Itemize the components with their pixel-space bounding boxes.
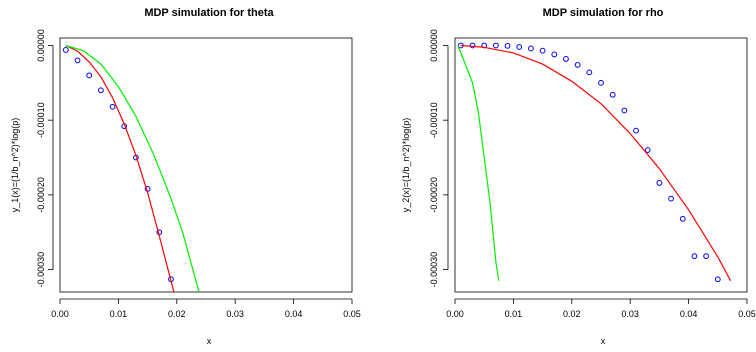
x-tick-label: 0.04 bbox=[680, 309, 698, 319]
data-point bbox=[656, 180, 663, 186]
series-line-3 bbox=[457, 45, 500, 281]
data-point bbox=[703, 253, 710, 260]
x-axis-label: x bbox=[207, 336, 212, 346]
data-point bbox=[644, 147, 651, 153]
data-point bbox=[551, 51, 558, 58]
x-tick-label: 0.01 bbox=[110, 309, 128, 319]
y-tick-label: -0.00020 bbox=[429, 177, 439, 213]
y-axis-label: y_2(x)=(1/b_n^2)*log(p) bbox=[401, 118, 411, 213]
data-point bbox=[469, 42, 476, 49]
series-line-2 bbox=[65, 44, 175, 292]
data-point bbox=[109, 103, 116, 110]
data-point bbox=[668, 195, 674, 202]
x-tick-label: 0.02 bbox=[563, 309, 581, 319]
chart-title: MDP simulation for theta bbox=[144, 7, 274, 19]
x-tick-label: 0.00 bbox=[51, 309, 69, 319]
data-point bbox=[97, 87, 104, 94]
data-point bbox=[714, 276, 721, 283]
plot-data bbox=[457, 42, 732, 283]
y-tick-label: 0.00000 bbox=[36, 29, 46, 62]
data-point bbox=[539, 47, 546, 54]
data-point bbox=[598, 79, 604, 86]
x-tick-label: 0.05 bbox=[343, 309, 361, 319]
x-tick-label: 0.00 bbox=[446, 309, 464, 319]
chart-panel-1: MDP simulation for theta 0.00 0.01 0.02 0.03… bbox=[10, 7, 361, 346]
y-tick-label: -0.00030 bbox=[429, 252, 439, 288]
y-tick-label: -0.00020 bbox=[36, 177, 46, 213]
data-point bbox=[528, 45, 534, 52]
x-tick-label: 0.03 bbox=[226, 309, 244, 319]
data-point bbox=[504, 42, 511, 49]
x-tick-label: 0.02 bbox=[168, 309, 186, 319]
series-line-3 bbox=[65, 44, 200, 292]
x-axis-label: x bbox=[601, 336, 606, 346]
data-point bbox=[691, 253, 698, 260]
y-tick-label: -0.00030 bbox=[36, 252, 46, 288]
data-point bbox=[86, 72, 93, 79]
x-tick-label: 0.01 bbox=[505, 309, 523, 319]
data-point bbox=[679, 215, 686, 222]
data-point bbox=[62, 47, 69, 53]
plot-data bbox=[62, 44, 200, 292]
series-line-2 bbox=[460, 44, 732, 282]
chart-title: MDP simulation for rho bbox=[543, 7, 664, 19]
data-point bbox=[74, 57, 81, 64]
data-point bbox=[586, 69, 593, 76]
y-axis-label: y_1(x)=(1/b_n^2)*log(p) bbox=[10, 118, 20, 213]
chart-panel-2: MDP simulation for rho 0.00 0.01 0.02 0.03 0.… bbox=[401, 7, 756, 346]
data-point bbox=[516, 44, 523, 50]
y-tick-label: -0.00010 bbox=[429, 102, 439, 138]
plot-frame bbox=[454, 37, 748, 293]
x-tick-label: 0.05 bbox=[738, 309, 756, 319]
data-point bbox=[621, 107, 628, 114]
x-tick-label: 0.03 bbox=[621, 309, 639, 319]
data-point bbox=[633, 127, 639, 134]
x-tick-label: 0.04 bbox=[285, 309, 303, 319]
data-point bbox=[609, 91, 616, 98]
data-point bbox=[563, 56, 569, 62]
data-point bbox=[574, 61, 581, 68]
data-point bbox=[492, 42, 499, 49]
y-tick-label: 0.00000 bbox=[429, 29, 439, 62]
y-tick-label: -0.00010 bbox=[36, 102, 46, 138]
plot-frame bbox=[59, 37, 353, 293]
